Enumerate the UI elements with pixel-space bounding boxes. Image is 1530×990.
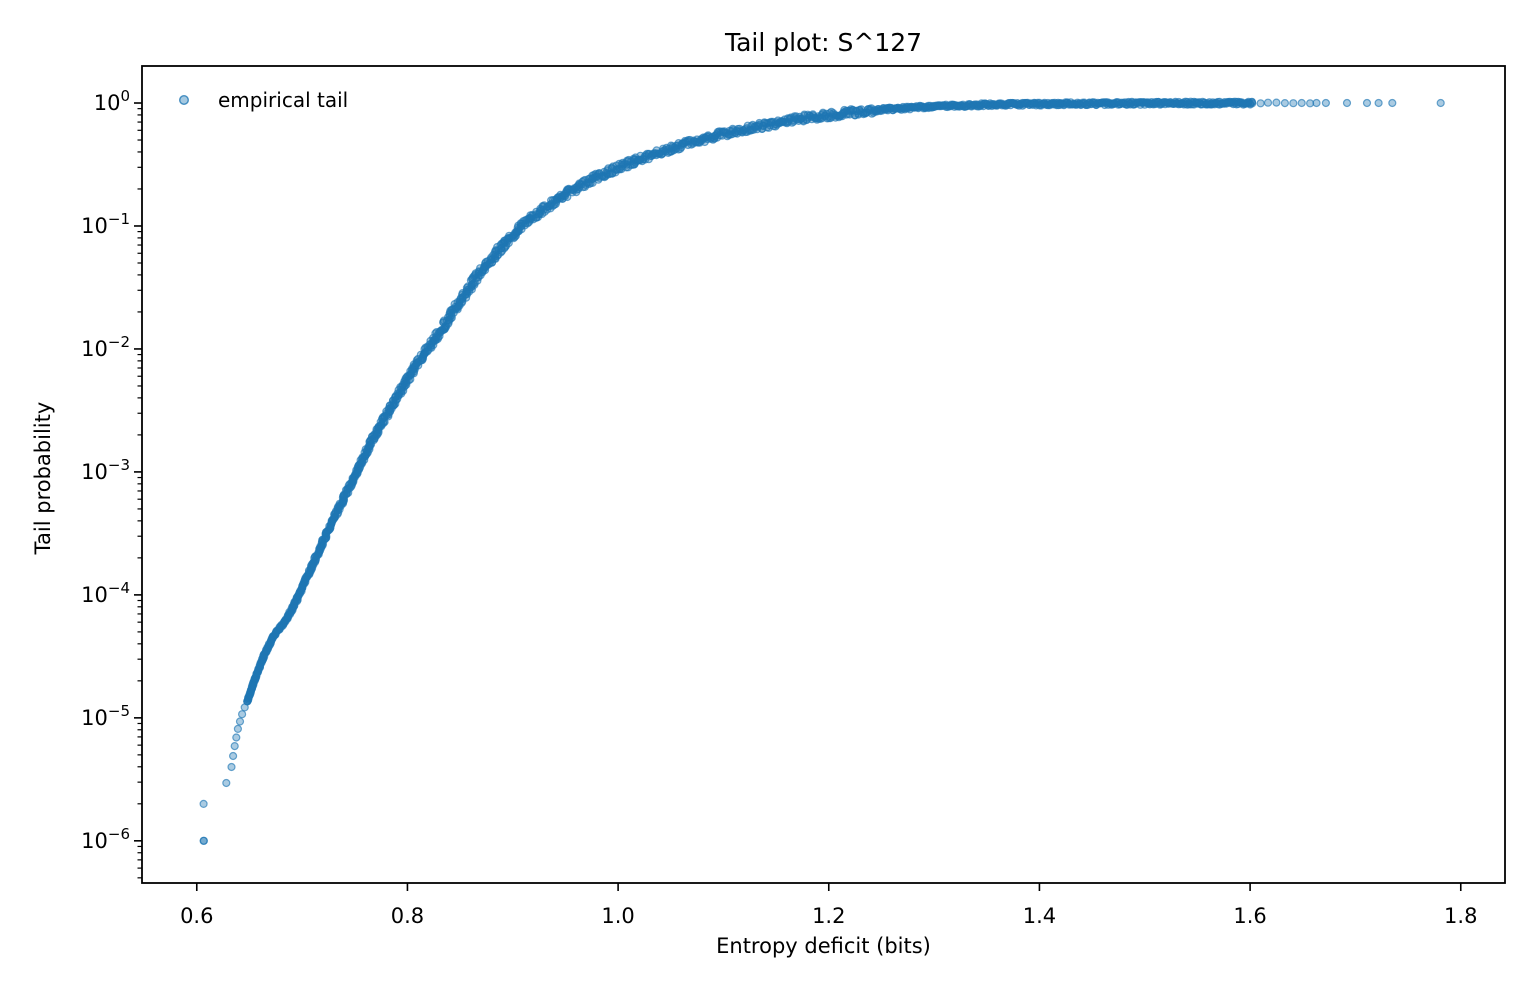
x-tick-label: 1.2 (812, 904, 845, 928)
chart-title: Tail plot: S^127 (724, 28, 923, 57)
y-tick-label: 10−5 (81, 702, 130, 730)
legend: empirical tail (170, 86, 348, 114)
y-tick-label: 100 (94, 87, 130, 115)
scatter-marker-icon (178, 94, 190, 106)
y-tick-label: 10−4 (81, 579, 130, 607)
x-tick-label: 0.8 (391, 904, 424, 928)
plot-border (141, 65, 1506, 884)
scatter-points (199, 97, 1445, 845)
x-tick-label: 1.4 (1023, 904, 1056, 928)
x-tick-label: 1.0 (601, 904, 634, 928)
axis-tick-labels: 0.6 0.8 1.0 1.2 1.4 1.6 1.8 100 10−1 10−2 10−3 10−4… (81, 87, 1477, 928)
x-tick-label: 1.6 (1233, 904, 1266, 928)
axis-ticks (134, 102, 1462, 891)
y-tick-label: 10−2 (81, 333, 130, 361)
y-axis-label: Tail probability (31, 401, 55, 555)
x-axis-label: Entropy deficit (bits) (716, 934, 931, 958)
x-tick-label: 0.6 (180, 904, 213, 928)
y-tick-label: 10−6 (81, 825, 130, 853)
x-tick-label: 1.8 (1444, 904, 1477, 928)
y-tick-label: 10−1 (81, 210, 130, 238)
legend-label: empirical tail (218, 88, 349, 112)
y-tick-label: 10−3 (81, 456, 130, 484)
